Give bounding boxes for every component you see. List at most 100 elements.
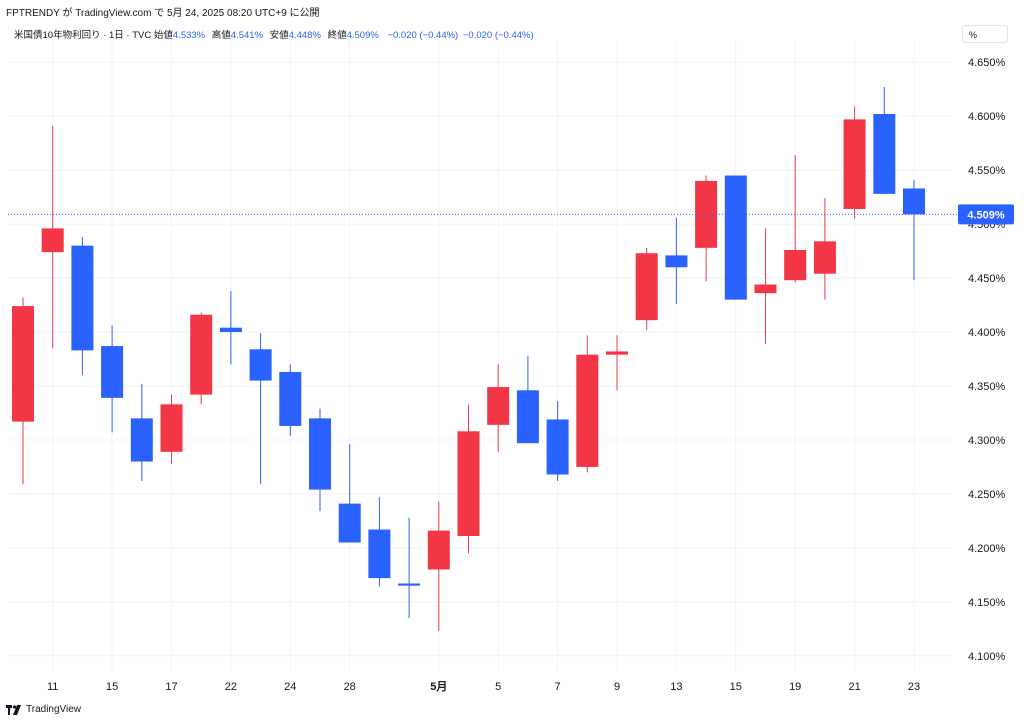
candle[interactable]: [516, 355, 539, 444]
y-tick-label: 4.450%: [968, 273, 1006, 285]
low-value: 4.448%: [288, 30, 321, 41]
candle-body: [71, 245, 94, 351]
candle[interactable]: [903, 179, 925, 281]
grid-layer: [8, 40, 952, 672]
low-label: 安値: [269, 30, 289, 41]
y-tick-label: 4.250%: [968, 489, 1006, 501]
candle[interactable]: [398, 517, 421, 619]
close-value: 4.509%: [346, 30, 379, 41]
candle[interactable]: [724, 175, 747, 300]
candle[interactable]: [546, 401, 569, 481]
candle-body: [249, 349, 272, 381]
candle[interactable]: [368, 497, 391, 587]
candle[interactable]: [309, 408, 331, 512]
candle-body: [368, 529, 391, 579]
candle[interactable]: [101, 325, 124, 433]
candle[interactable]: [219, 291, 242, 365]
candle-body: [457, 431, 480, 537]
candle[interactable]: [249, 333, 272, 485]
candle-body: [665, 255, 688, 268]
high-value: 4.541%: [230, 30, 264, 41]
candle[interactable]: [338, 444, 361, 543]
candle-body: [546, 419, 569, 475]
candle-body: [101, 346, 124, 398]
x-tick-label: 15: [106, 681, 118, 693]
x-tick-label: 15: [730, 681, 742, 693]
x-tick-label: 28: [344, 681, 356, 693]
candle[interactable]: [160, 394, 183, 464]
candle-body: [160, 404, 183, 452]
ohlc-legend: 米国債10年物利回り · 1日 · TVC 始値4.533% 高値4.541% …: [14, 27, 534, 41]
x-tick-label: 24: [284, 681, 296, 693]
y-tick-label: 4.200%: [968, 543, 1006, 555]
candle[interactable]: [190, 312, 213, 405]
candle-body: [724, 175, 747, 300]
y-tick-label: 4.350%: [968, 381, 1006, 393]
candle-body: [813, 241, 836, 274]
candle-layer: [12, 87, 925, 631]
candle[interactable]: [279, 364, 302, 436]
candle[interactable]: [665, 217, 688, 304]
candle-body: [903, 188, 925, 215]
candle-body: [130, 418, 153, 462]
candle-body: [576, 354, 599, 467]
y-tick-label: 4.550%: [968, 165, 1006, 177]
publish-info: FPTRENDY が TradingView.com で 5月 24, 2025…: [6, 8, 320, 19]
candle[interactable]: [576, 335, 599, 473]
candle[interactable]: [457, 404, 480, 554]
symbol-name[interactable]: 米国債10年物利回り · 1日 · TVC: [14, 30, 152, 41]
y-tick-label: 4.600%: [968, 111, 1006, 123]
close-label: 終値: [327, 30, 347, 41]
tradingview-logo-icon: [6, 704, 21, 715]
candle[interactable]: [843, 106, 866, 219]
candle[interactable]: [813, 198, 836, 300]
last-price-badge: [958, 204, 1014, 225]
candle-body: [398, 583, 421, 586]
candle-body: [754, 284, 777, 294]
x-tick-label: 17: [165, 681, 177, 693]
change-value-2: −0.020 (−0.44%): [462, 30, 534, 41]
y-tick-label: 4.650%: [968, 57, 1006, 69]
x-tick-label: 7: [555, 681, 561, 693]
candle[interactable]: [487, 364, 510, 452]
candle-body: [635, 253, 658, 321]
candle[interactable]: [130, 383, 153, 481]
footer: TradingView: [6, 704, 81, 715]
candle[interactable]: [873, 87, 896, 194]
open-value: 4.533%: [172, 30, 206, 41]
candle-body: [279, 371, 302, 426]
x-tick-label: 11: [47, 681, 58, 693]
high-label: 高値: [211, 30, 231, 41]
candle-body: [784, 249, 807, 281]
x-tick-label: 19: [789, 681, 801, 693]
x-tick-label: 23: [908, 681, 920, 693]
candle-body: [516, 390, 539, 444]
y-tick-label: 4.100%: [968, 651, 1006, 663]
change-value: −0.020 (−0.44%): [387, 30, 459, 41]
footer-brand: TradingView: [26, 704, 82, 715]
candle[interactable]: [606, 335, 628, 391]
y-tick-label: 4.300%: [968, 435, 1006, 447]
candle[interactable]: [635, 247, 658, 330]
candle[interactable]: [754, 228, 777, 344]
candle-body: [309, 418, 331, 490]
candle[interactable]: [427, 501, 450, 631]
candle-body: [12, 306, 34, 422]
candle-body: [41, 228, 64, 253]
last-price-label: 4.509%: [967, 209, 1005, 221]
x-tick-label: 22: [225, 681, 237, 693]
unit-button[interactable]: %: [962, 25, 1008, 43]
x-tick-label: 5: [495, 681, 501, 693]
candle[interactable]: [12, 297, 34, 485]
candle-body: [190, 314, 213, 395]
candle[interactable]: [784, 155, 807, 283]
candle-body: [843, 119, 866, 209]
candle[interactable]: [695, 175, 718, 282]
candle[interactable]: [71, 237, 94, 376]
x-tick-label: 13: [670, 681, 682, 693]
x-tick-label: 5月: [430, 680, 447, 693]
candle-body: [873, 113, 896, 194]
candle-body: [338, 503, 361, 543]
candle[interactable]: [41, 125, 64, 349]
